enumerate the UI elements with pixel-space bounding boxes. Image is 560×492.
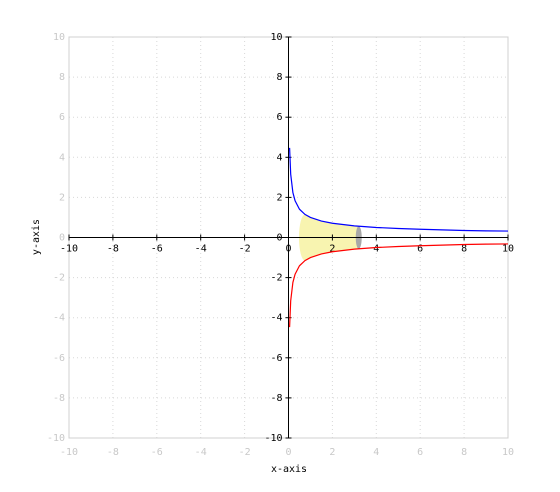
x-tick-label-border: -10: [60, 447, 78, 458]
x-tick-label-border: 8: [461, 447, 467, 458]
y-tick-label-border: 8: [59, 72, 65, 83]
x-axis-label: x-axis: [271, 464, 307, 475]
y-tick-label-border: 10: [53, 32, 65, 43]
x-tick-label-border: -6: [151, 447, 163, 458]
x-tick-label: -6: [151, 244, 163, 255]
y-tick-label: -10: [264, 433, 282, 444]
y-tick-label: 6: [276, 112, 282, 123]
y-tick-label: 4: [276, 152, 282, 163]
x-tick-label: 8: [461, 244, 467, 255]
y-tick-label-border: 2: [59, 192, 65, 203]
x-tick-label-border: -4: [195, 447, 207, 458]
curve: [288, 243, 509, 328]
x-tick-label: -2: [239, 244, 251, 255]
y-tick-label-border: 0: [59, 233, 65, 244]
y-tick-label-border: -2: [53, 273, 65, 284]
x-tick-label: -4: [195, 244, 207, 255]
y-tick-label-border: -4: [53, 313, 65, 324]
x-tick-label: 6: [417, 244, 423, 255]
y-tick-label: -4: [270, 313, 282, 324]
x-tick-label-border: 6: [417, 447, 423, 458]
y-tick-label-border: -8: [53, 393, 65, 404]
y-tick-label: -6: [270, 353, 282, 364]
x-tick-label: -10: [60, 244, 78, 255]
x-tick-label-border: 10: [502, 447, 514, 458]
x-tick-label-border: 0: [285, 447, 291, 458]
y-tick-label: 8: [276, 72, 282, 83]
curve: [288, 147, 509, 232]
y-tick-label: 10: [270, 32, 282, 43]
y-tick-label: 0: [276, 233, 282, 244]
x-tick-label: -8: [107, 244, 119, 255]
y-axis-label: y-axis: [31, 219, 42, 255]
y-tick-label: 2: [276, 192, 282, 203]
y-tick-label-border: -6: [53, 353, 65, 364]
y-tick-label: -2: [270, 273, 282, 284]
x-tick-label: 4: [373, 244, 379, 255]
x-tick-label: 2: [329, 244, 335, 255]
x-tick-label-border: -8: [107, 447, 119, 458]
x-tick-label-border: 2: [329, 447, 335, 458]
y-tick-label: -8: [270, 393, 282, 404]
y-tick-label-border: 6: [59, 112, 65, 123]
x-tick-label-border: 4: [373, 447, 379, 458]
y-tick-label-border: -10: [47, 433, 65, 444]
x-tick-label: 0: [285, 244, 291, 255]
x-tick-label-border: -2: [239, 447, 251, 458]
y-tick-label-border: 4: [59, 152, 65, 163]
x-tick-label: 10: [502, 244, 514, 255]
